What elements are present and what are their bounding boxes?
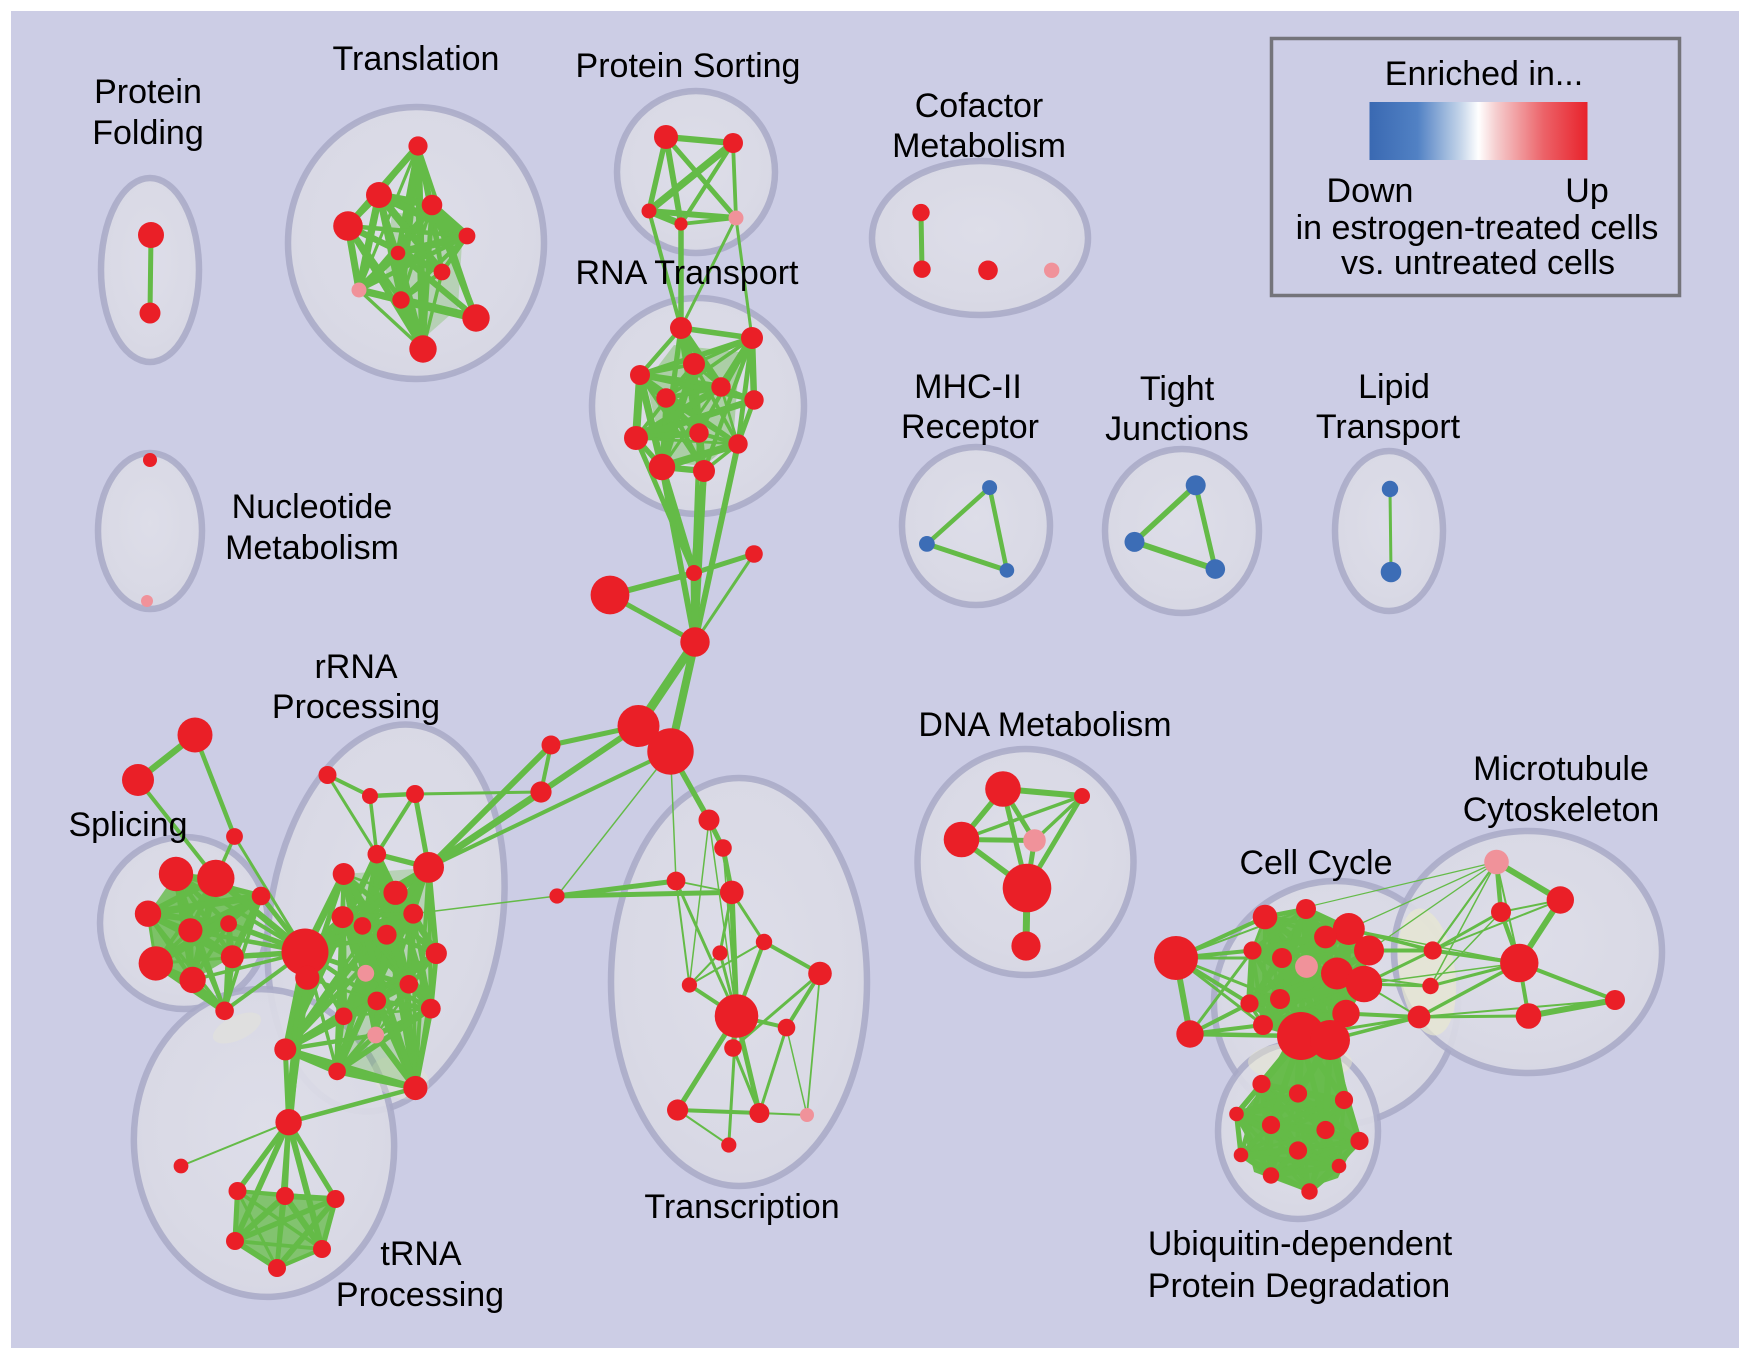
svg-text:Protein Sorting: Protein Sorting (576, 47, 801, 85)
svg-text:Up: Up (1565, 172, 1608, 210)
svg-text:Tight: Tight (1140, 370, 1215, 408)
svg-text:Protein Degradation: Protein Degradation (1148, 1267, 1450, 1305)
svg-text:Cell Cycle: Cell Cycle (1239, 844, 1392, 882)
svg-text:Cytoskeleton: Cytoskeleton (1463, 791, 1660, 829)
svg-text:Ubiquitin-dependent: Ubiquitin-dependent (1148, 1225, 1453, 1263)
svg-text:Microtubule: Microtubule (1473, 750, 1649, 788)
svg-text:Processing: Processing (336, 1276, 504, 1314)
svg-text:Cofactor: Cofactor (915, 87, 1044, 125)
svg-text:Metabolism: Metabolism (892, 127, 1066, 165)
svg-text:rRNA: rRNA (314, 648, 397, 686)
svg-text:Enriched in...: Enriched in... (1385, 55, 1583, 93)
svg-text:DNA Metabolism: DNA Metabolism (918, 706, 1171, 744)
svg-text:vs. untreated cells: vs. untreated cells (1341, 244, 1615, 282)
svg-text:RNA Transport: RNA Transport (576, 254, 800, 292)
svg-text:Nucleotide: Nucleotide (232, 488, 393, 526)
svg-text:Receptor: Receptor (901, 408, 1039, 446)
svg-text:MHC-II: MHC-II (914, 368, 1022, 406)
svg-text:Lipid: Lipid (1358, 368, 1430, 406)
svg-text:Metabolism: Metabolism (225, 529, 399, 567)
svg-text:Junctions: Junctions (1105, 410, 1249, 448)
svg-text:Splicing: Splicing (68, 806, 187, 844)
svg-text:Protein: Protein (94, 73, 202, 111)
svg-text:tRNA: tRNA (380, 1235, 462, 1273)
svg-text:Folding: Folding (92, 114, 204, 152)
svg-text:in estrogen-treated cells: in estrogen-treated cells (1296, 209, 1659, 247)
svg-text:Processing: Processing (272, 688, 440, 726)
svg-text:Transcription: Transcription (644, 1188, 839, 1226)
svg-text:Translation: Translation (333, 40, 500, 78)
svg-text:Transport: Transport (1316, 408, 1461, 446)
svg-text:Down: Down (1327, 172, 1414, 210)
